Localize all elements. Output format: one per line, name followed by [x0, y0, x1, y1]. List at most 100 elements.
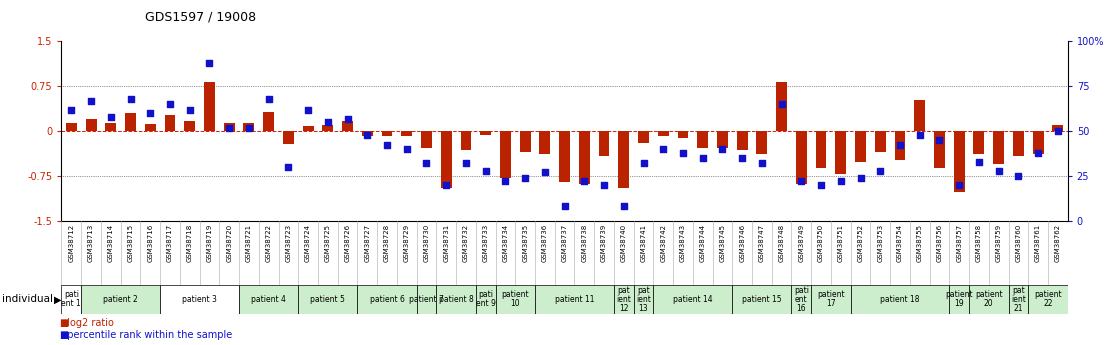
Text: patient 3: patient 3	[182, 295, 217, 304]
Point	[398, 146, 416, 152]
Point	[517, 175, 534, 180]
Bar	[86, 119, 96, 131]
Bar	[559, 131, 570, 182]
Bar	[401, 131, 413, 136]
Bar	[634, 285, 653, 314]
Bar	[61, 285, 82, 314]
Bar	[82, 285, 160, 314]
Point	[122, 96, 140, 101]
Text: GSM38762: GSM38762	[1054, 224, 1061, 262]
Point	[832, 179, 850, 184]
Bar	[598, 131, 609, 156]
Bar	[520, 131, 531, 152]
Bar	[678, 131, 689, 138]
Bar	[417, 285, 436, 314]
Text: GSM38734: GSM38734	[502, 224, 509, 262]
Bar	[732, 285, 792, 314]
Bar	[500, 131, 511, 178]
Point	[181, 107, 199, 112]
Bar	[160, 285, 239, 314]
Text: patient
20: patient 20	[975, 290, 1003, 308]
Text: patient 15: patient 15	[742, 295, 781, 304]
Bar	[653, 285, 732, 314]
Text: GSM38733: GSM38733	[483, 224, 489, 262]
Bar	[851, 285, 949, 314]
Point	[437, 182, 455, 188]
Text: pati
ent
16: pati ent 16	[794, 286, 808, 313]
Point	[950, 182, 968, 188]
Bar	[362, 131, 372, 136]
Text: GSM38712: GSM38712	[68, 224, 75, 262]
Bar	[614, 285, 634, 314]
Bar	[757, 131, 767, 154]
Point	[359, 132, 377, 137]
Text: log2 ratio: log2 ratio	[61, 318, 114, 328]
Text: patient 18: patient 18	[880, 295, 920, 304]
Bar	[894, 131, 906, 160]
Text: pati
ent 9: pati ent 9	[476, 290, 495, 308]
Text: GSM38721: GSM38721	[246, 224, 252, 262]
Point	[141, 110, 159, 116]
Text: GSM38731: GSM38731	[443, 224, 449, 262]
Text: GSM38743: GSM38743	[680, 224, 686, 262]
Text: GSM38735: GSM38735	[522, 224, 528, 262]
Bar	[283, 131, 294, 144]
Bar	[875, 131, 885, 152]
Point	[930, 137, 948, 143]
Text: GSM38749: GSM38749	[798, 224, 804, 262]
Point	[496, 179, 514, 184]
Point	[989, 168, 1007, 173]
Text: GSM38747: GSM38747	[759, 224, 765, 262]
Text: ■: ■	[59, 318, 68, 328]
Bar	[481, 131, 491, 135]
Bar	[184, 121, 196, 131]
Bar	[536, 285, 614, 314]
Text: GSM38741: GSM38741	[641, 224, 646, 262]
Bar	[244, 123, 255, 131]
Text: GSM38713: GSM38713	[88, 224, 94, 262]
Text: GSM38725: GSM38725	[325, 224, 331, 262]
Point	[654, 146, 672, 152]
Text: patient
22: patient 22	[1034, 290, 1062, 308]
Bar	[835, 131, 846, 174]
Text: patient 5: patient 5	[311, 295, 345, 304]
Text: GSM38729: GSM38729	[404, 224, 410, 262]
Point	[161, 101, 179, 107]
Point	[240, 125, 258, 130]
Point	[457, 161, 475, 166]
Text: GSM38740: GSM38740	[620, 224, 627, 262]
Bar	[322, 125, 333, 131]
Point	[259, 96, 277, 101]
Bar	[1052, 125, 1063, 131]
Text: GSM38756: GSM38756	[937, 224, 942, 262]
Bar	[579, 131, 590, 184]
Point	[576, 179, 594, 184]
Text: GSM38761: GSM38761	[1035, 224, 1041, 262]
Point	[82, 98, 100, 104]
Text: GSM38754: GSM38754	[897, 224, 903, 262]
Text: GSM38715: GSM38715	[127, 224, 133, 262]
Point	[793, 179, 811, 184]
Text: GSM38748: GSM38748	[778, 224, 785, 262]
Bar	[915, 100, 926, 131]
Bar	[792, 285, 812, 314]
Bar	[263, 112, 274, 131]
Point	[871, 168, 889, 173]
Bar	[618, 131, 629, 188]
Point	[1010, 173, 1027, 179]
Text: GSM38750: GSM38750	[818, 224, 824, 262]
Bar	[796, 131, 807, 184]
Text: GSM38714: GSM38714	[107, 224, 114, 262]
Point	[812, 182, 830, 188]
Bar	[1013, 131, 1024, 156]
Bar	[105, 123, 116, 131]
Bar	[66, 123, 77, 131]
Point	[713, 146, 731, 152]
Bar	[358, 285, 417, 314]
Point	[891, 143, 909, 148]
Point	[752, 161, 770, 166]
Text: GSM38738: GSM38738	[581, 224, 587, 262]
Text: GSM38730: GSM38730	[424, 224, 429, 262]
Text: pat
ient
13: pat ient 13	[636, 286, 651, 313]
Bar	[974, 131, 984, 154]
